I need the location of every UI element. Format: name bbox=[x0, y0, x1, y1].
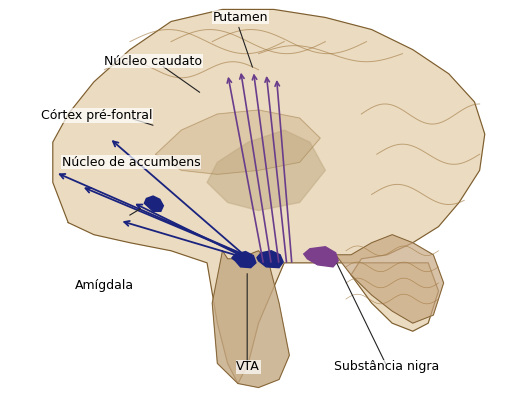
Text: Putamen: Putamen bbox=[213, 11, 268, 23]
Text: Núcleo de accumbens: Núcleo de accumbens bbox=[62, 156, 201, 169]
Polygon shape bbox=[257, 251, 283, 268]
Polygon shape bbox=[304, 247, 338, 267]
Polygon shape bbox=[53, 9, 485, 384]
Text: Amígdala: Amígdala bbox=[74, 279, 134, 292]
Text: Substância nigra: Substância nigra bbox=[334, 360, 439, 373]
Polygon shape bbox=[212, 251, 290, 388]
Text: Núcleo caudato: Núcleo caudato bbox=[104, 55, 202, 68]
Polygon shape bbox=[144, 196, 163, 211]
Text: VTA: VTA bbox=[236, 360, 260, 373]
Polygon shape bbox=[156, 110, 320, 174]
Polygon shape bbox=[336, 234, 444, 323]
Polygon shape bbox=[207, 130, 325, 211]
Text: Córtex pré-fontral: Córtex pré-fontral bbox=[41, 109, 153, 122]
Polygon shape bbox=[232, 252, 256, 268]
